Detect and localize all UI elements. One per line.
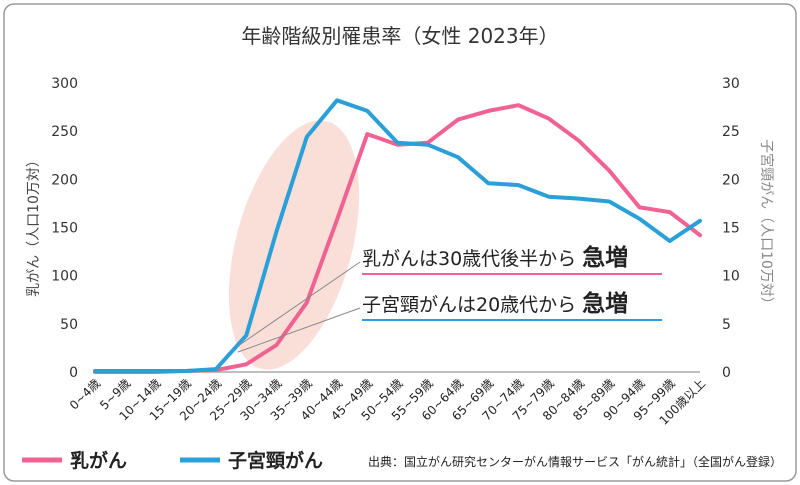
- y-axis-label-right: 子宮頸がん（人口10万対）: [758, 139, 774, 311]
- right-tick-label: 20: [722, 172, 740, 188]
- series-lines: [93, 98, 702, 374]
- annotation-cervical: 子宮頸がんは20歳代から 急増: [362, 290, 628, 317]
- annotation-cervical-emph: 急増: [582, 290, 628, 317]
- left-tick-label: 300: [51, 76, 78, 92]
- annotation-breast-text: 乳がんは30歳代後半から: [362, 248, 576, 270]
- chart-title: 年齢階級別罹患率（女性 2023年）: [241, 24, 558, 48]
- left-tick-label: 100: [51, 269, 78, 285]
- annotation-leader-breast: [237, 261, 361, 347]
- right-tick-label: 0: [722, 365, 731, 381]
- left-tick-label: 0: [69, 365, 78, 381]
- source-note: 出典：国立がん研究センターがん情報サービス「がん統計」（全国がん登録）: [368, 454, 782, 469]
- legend-label-cervical: 子宮頸がん: [228, 449, 323, 472]
- right-axis: 0 5 10 15 20 25 30: [722, 76, 740, 381]
- series-line-cervical: [93, 98, 702, 373]
- right-tick-label: 5: [722, 317, 731, 333]
- left-axis: 0 50 100 150 200 250 300: [51, 76, 78, 381]
- left-tick-label: 200: [51, 172, 78, 188]
- left-tick-label: 250: [51, 124, 78, 140]
- left-tick-label: 150: [51, 221, 78, 237]
- annotation-cervical-text: 子宮頸がんは20歳代から: [362, 294, 576, 316]
- annotation-leader-cervical: [237, 307, 361, 353]
- y-axis-label-left: 乳がん（人口10万対）: [26, 153, 42, 297]
- left-tick-label: 50: [60, 317, 78, 333]
- right-tick-label: 15: [722, 221, 740, 237]
- highlight-ellipse: [228, 120, 360, 370]
- right-tick-label: 10: [722, 269, 740, 285]
- right-tick-label: 25: [722, 124, 740, 140]
- chart-border: [3, 3, 797, 482]
- annotation-breast: 乳がんは30歳代後半から 急増: [362, 244, 628, 271]
- annotation-breast-emph: 急増: [582, 244, 628, 271]
- legend-label-breast: 乳がん: [70, 449, 127, 472]
- legend: 乳がん 子宮頸がん: [22, 449, 323, 472]
- right-tick-label: 30: [722, 76, 740, 92]
